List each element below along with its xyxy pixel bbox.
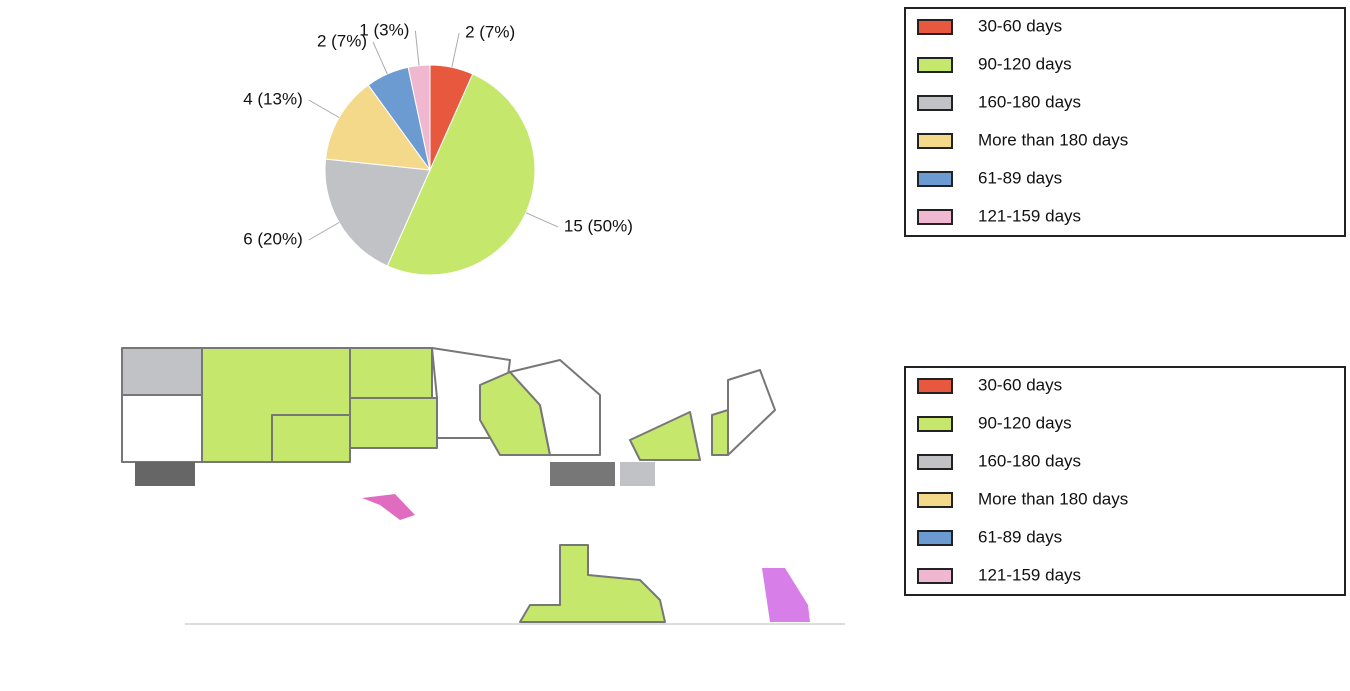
- legend-swatch: [917, 378, 953, 394]
- state: [362, 494, 415, 520]
- legend-label: More than 180 days: [978, 130, 1128, 149]
- legend-swatch: [917, 568, 953, 584]
- data-label: 4 (13%): [243, 89, 303, 108]
- state: [620, 462, 655, 486]
- state: [271, 414, 351, 463]
- state: [349, 347, 433, 399]
- pie-slice: [324, 158, 431, 267]
- legend-swatch: [917, 95, 953, 111]
- leader-line: [525, 212, 559, 228]
- legend-box: [904, 7, 1346, 237]
- data-label: 1 (3%): [359, 20, 409, 39]
- legend-label: 121-159 days: [978, 206, 1081, 225]
- legend-swatch: [917, 57, 953, 73]
- legend-label: 90-120 days: [978, 413, 1072, 432]
- legend-swatch: [917, 454, 953, 470]
- legend-label: 90-120 days: [978, 54, 1072, 73]
- legend-swatch: [917, 530, 953, 546]
- leader-line: [308, 222, 340, 241]
- data-label: 2 (7%): [317, 32, 367, 51]
- state: [135, 462, 195, 486]
- legend-swatch: [917, 209, 953, 225]
- data-label: 2 (7%): [465, 23, 515, 42]
- legend-swatch: [917, 19, 953, 35]
- legend-box: [904, 366, 1346, 596]
- legend-label: More than 180 days: [978, 489, 1128, 508]
- state: [629, 411, 701, 461]
- legend-swatch: [917, 492, 953, 508]
- legend-swatch: [917, 133, 953, 149]
- data-label: 15 (50%): [564, 216, 633, 235]
- pie-slice: [386, 73, 536, 276]
- legend-swatch: [917, 416, 953, 432]
- state: [762, 568, 810, 622]
- legend-label: 121-159 days: [978, 565, 1081, 584]
- state: [349, 397, 438, 449]
- state: [121, 394, 203, 463]
- state: [711, 409, 729, 456]
- map: [121, 347, 845, 625]
- legend-label: 160-180 days: [978, 92, 1081, 111]
- legend-label: 30-60 days: [978, 375, 1062, 394]
- state: [519, 544, 666, 623]
- leader-line: [451, 32, 460, 68]
- legend-label: 61-89 days: [978, 168, 1062, 187]
- state: [727, 369, 776, 456]
- legend-label: 30-60 days: [978, 16, 1062, 35]
- legend-label: 160-180 days: [978, 451, 1081, 470]
- data-label: 6 (20%): [243, 229, 303, 248]
- leader-line: [308, 99, 340, 118]
- legend-swatch: [917, 171, 953, 187]
- legend-label: 61-89 days: [978, 527, 1062, 546]
- state: [550, 462, 615, 486]
- leader-line: [372, 41, 388, 75]
- state: [509, 359, 601, 456]
- pie-slice: [325, 84, 432, 171]
- leader-line: [414, 30, 420, 66]
- state: [121, 347, 203, 396]
